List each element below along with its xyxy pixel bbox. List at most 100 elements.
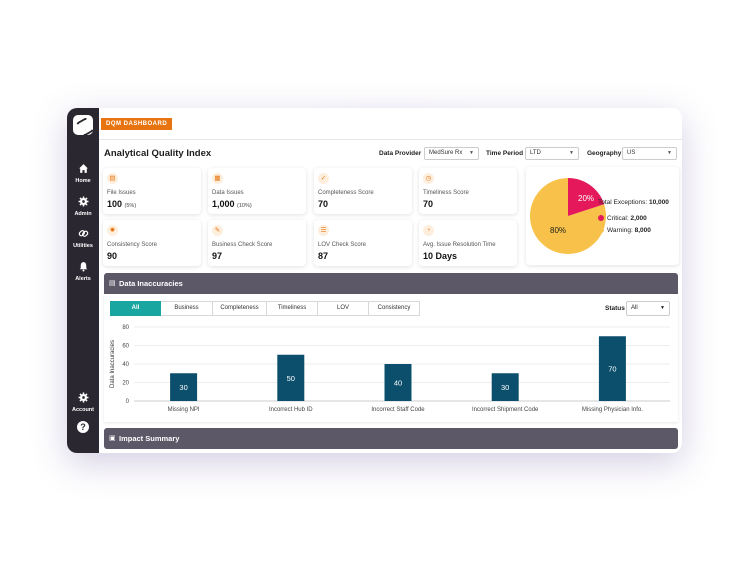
bar-value-label: 30	[501, 383, 509, 392]
list-icon: ☰	[318, 225, 329, 236]
status-value: All	[631, 305, 638, 311]
status-label: Status	[605, 305, 625, 312]
kpi-value: 10 Days	[423, 251, 458, 261]
legend-critical: Critical: 2,000	[598, 215, 647, 222]
home-icon	[67, 163, 99, 176]
bar	[598, 336, 626, 401]
kpi-value: 70	[318, 199, 329, 209]
file-icon: ▤	[107, 173, 118, 184]
y-tick-label: 20	[122, 381, 129, 387]
tab-consistency[interactable]: Consistency	[369, 301, 420, 316]
bar	[384, 364, 412, 401]
legend-warning: Warning: 8,000	[598, 227, 651, 234]
gear-icon: ✹	[107, 225, 118, 236]
app-logo	[73, 115, 93, 135]
geography-label: Geography	[587, 150, 622, 157]
y-tick-label: 60	[122, 344, 129, 350]
tab-business[interactable]: Business	[161, 301, 213, 316]
data-provider-select[interactable]: MedSure Rx ▼	[424, 147, 479, 160]
check-circle-icon: ✓	[318, 173, 329, 184]
sidebar-item-home[interactable]: Home	[67, 163, 99, 184]
y-tick-label: 40	[122, 362, 129, 368]
tab-completeness[interactable]: Completeness	[213, 301, 267, 316]
bar-value-label: 40	[394, 379, 402, 388]
sidebar-item-label: Account	[72, 407, 94, 413]
data-provider-value: MedSure Rx	[429, 150, 463, 156]
x-tick-label: Missing Physician Info.	[582, 407, 643, 413]
tab-timeliness[interactable]: Timeliness	[267, 301, 318, 316]
tab-lov[interactable]: LOV	[318, 301, 369, 316]
chevron-down-icon: ▼	[660, 305, 665, 311]
timer-icon: ◔	[423, 225, 434, 236]
pie-slice-warning	[529, 178, 606, 254]
kpi-value: 87	[318, 251, 329, 261]
bar-value-label: 30	[179, 383, 187, 392]
sidebar-item-alerts[interactable]: Alerts	[67, 261, 99, 282]
table-icon: ▤	[109, 280, 116, 287]
exceptions-pie-chart: 20% 80%	[529, 178, 606, 254]
kpi-label: LOV Check Score	[318, 242, 367, 248]
kpi-value: 70	[423, 199, 434, 209]
kpi-value: 100 (5%)	[107, 199, 137, 209]
bell-icon	[67, 261, 99, 274]
dashboard-badge: DQM DASHBOARD	[101, 118, 173, 130]
kpi-card-consistency[interactable]: ✹ Consistency Score 90	[103, 220, 201, 266]
y-tick-label: 80	[122, 325, 129, 331]
section-title: Impact Summary	[119, 434, 180, 443]
y-axis-label: Data Inaccuracies	[110, 340, 116, 388]
y-tick-label: 0	[126, 399, 130, 405]
sidebar-item-account[interactable]: Account	[67, 392, 99, 413]
section-title: Data Inaccuracies	[119, 279, 183, 288]
sidebar-item-label: Admin	[74, 211, 92, 217]
kpi-card-timeliness[interactable]: ◷ Timeliness Score 70	[419, 168, 517, 214]
kpi-card-completeness[interactable]: ✓ Completeness Score 70	[314, 168, 412, 214]
sidebar-item-utilities[interactable]: Utilities	[67, 228, 99, 249]
top-bar: DQM DASHBOARD	[99, 108, 682, 140]
page-title: Analytical Quality Index	[104, 148, 212, 159]
data-inaccuracies-header[interactable]: ▤ Data Inaccuracies	[104, 273, 678, 294]
time-period-select[interactable]: LTD ▼	[525, 147, 579, 160]
bar-value-label: 50	[287, 374, 295, 383]
x-tick-label: Incorrect Hub ID	[269, 407, 313, 413]
chevron-down-icon: ▼	[469, 150, 474, 156]
critical-legend-dot	[598, 215, 604, 221]
impact-summary-header[interactable]: ▣ Impact Summary	[104, 428, 678, 449]
sidebar: Home Admin Utilities Alerts Account	[67, 108, 99, 453]
sidebar-item-admin[interactable]: Admin	[67, 196, 99, 217]
kpi-label: File Issues	[107, 190, 136, 196]
kpi-label: Completeness Score	[318, 190, 374, 196]
kpi-card-business-check[interactable]: ✎ Business Check Score 97	[208, 220, 306, 266]
kpi-label: Business Check Score	[212, 242, 273, 248]
x-tick-label: Incorrect Shipment Code	[472, 407, 539, 413]
kpi-label: Data Issues	[212, 190, 244, 196]
chevron-down-icon: ▼	[569, 150, 574, 156]
time-period-value: LTD	[530, 150, 541, 156]
kpi-value: 97	[212, 251, 223, 261]
geography-select[interactable]: US ▼	[622, 147, 677, 160]
bar-value-label: 70	[608, 365, 616, 374]
sidebar-item-label: Utilities	[73, 243, 93, 249]
bar	[491, 373, 519, 401]
tab-all[interactable]: All	[110, 301, 161, 316]
x-tick-label: Incorrect Staff Code	[371, 407, 425, 413]
pie-label-warning: 80%	[550, 226, 566, 235]
kpi-card-resolution-time[interactable]: ◔ Avg. Issue Resolution Time 10 Days	[419, 220, 517, 266]
kpi-card-lov-check[interactable]: ☰ LOV Check Score 87	[314, 220, 412, 266]
status-select[interactable]: All ▼	[626, 301, 670, 316]
gear-icon	[67, 392, 99, 405]
exceptions-card[interactable]: 20% 80% Total Exceptions: 10,000 Critica…	[526, 167, 679, 265]
pie-label-critical: 20%	[578, 194, 594, 203]
kpi-card-data-issues[interactable]: ▦ Data Issues 1,000 (10%)	[208, 168, 306, 214]
kpi-label: Timeliness Score	[423, 190, 469, 196]
kpi-card-file-issues[interactable]: ▤ File Issues 100 (5%)	[103, 168, 201, 214]
sidebar-item-label: Alerts	[75, 276, 91, 282]
time-period-label: Time Period	[486, 150, 524, 157]
clock-icon: ◷	[423, 173, 434, 184]
geography-value: US	[627, 150, 636, 156]
kpi-label: Avg. Issue Resolution Time	[423, 242, 496, 248]
files-icon: ▦	[212, 173, 223, 184]
app-window: Home Admin Utilities Alerts Account	[67, 108, 682, 453]
help-icon[interactable]: ?	[77, 421, 89, 433]
total-exceptions: Total Exceptions: 10,000	[598, 199, 669, 206]
kpi-value: 90	[107, 251, 118, 261]
